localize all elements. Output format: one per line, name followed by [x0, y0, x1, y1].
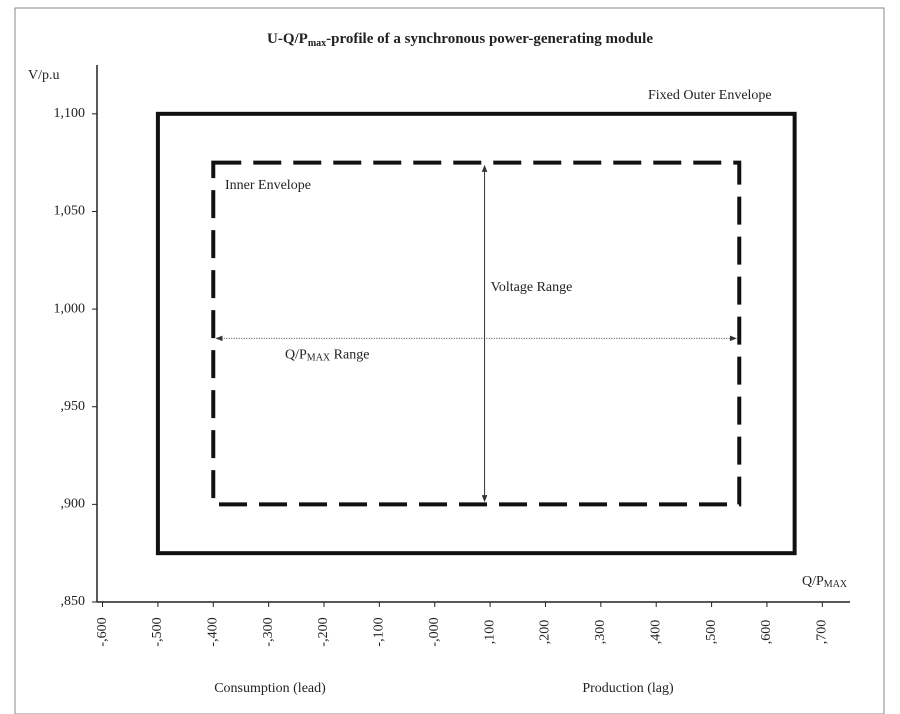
- y-tick-label: 1,000: [54, 301, 86, 316]
- q-range-label-part: Range: [330, 348, 369, 363]
- x-tick-label: -,200: [316, 617, 331, 646]
- y-axis-label: V/p.u: [28, 68, 60, 83]
- y-tick-label: 1,050: [54, 204, 86, 219]
- y-tick-label: ,950: [61, 399, 86, 414]
- y-tick-label: 1,100: [54, 106, 86, 121]
- outer-envelope: [155, 111, 797, 556]
- y-tick-label: ,850: [61, 594, 86, 609]
- x-tick-label: -,600: [95, 617, 110, 646]
- voltage-range-label: Voltage Range: [491, 280, 573, 295]
- x-tick-label: ,200: [538, 620, 553, 645]
- inner-envelope: [211, 160, 742, 507]
- production-label: Production (lag): [582, 681, 674, 696]
- x-tick-label: -,400: [205, 617, 220, 646]
- chart-title: U-Q/Pmax-profile of a synchronous power-…: [267, 31, 653, 49]
- x-tick-label: -,500: [150, 617, 165, 646]
- x-tick-label: ,400: [648, 620, 663, 645]
- frame: [14, 7, 885, 714]
- y-tick-label: ,900: [61, 497, 86, 512]
- x-tick-label: ,500: [704, 620, 719, 645]
- x-tick-label: -,000: [427, 617, 442, 646]
- consumption-label: Consumption (lead): [214, 681, 326, 696]
- q-range-label: Q/PMAX Range: [285, 348, 369, 364]
- x-tick-label: ,300: [593, 620, 608, 645]
- x-tick-label: ,100: [482, 620, 497, 645]
- q-range-label-part: Q/P: [285, 348, 307, 363]
- x-tick-label: ,700: [815, 620, 830, 645]
- inner-envelope-label: Inner Envelope: [225, 178, 311, 193]
- x-tick-label: ,600: [759, 620, 774, 645]
- x-tick-label: -,100: [372, 617, 387, 646]
- outer-envelope-label: Fixed Outer Envelope: [648, 88, 772, 103]
- x-axis-label: Q/PMAX: [802, 574, 848, 590]
- x-tick-label: -,300: [261, 617, 276, 646]
- q-range-label-part: MAX: [307, 353, 331, 364]
